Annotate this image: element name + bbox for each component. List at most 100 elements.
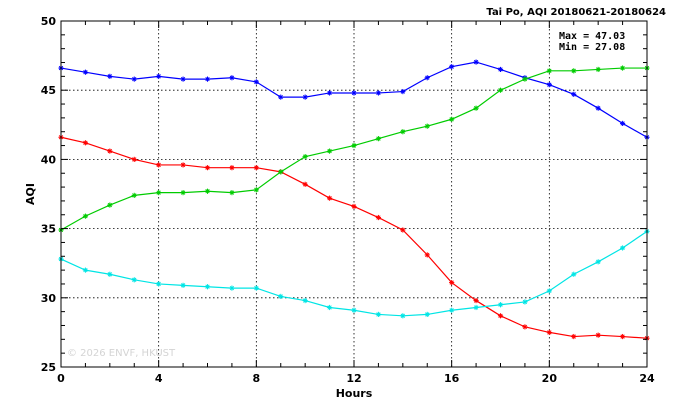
data-point	[180, 282, 186, 288]
data-point	[156, 73, 162, 79]
data-point	[302, 154, 308, 160]
y-tick-label: 40	[41, 153, 57, 166]
data-point	[619, 120, 626, 127]
data-point	[571, 271, 577, 277]
data-point	[595, 259, 601, 265]
data-point	[449, 116, 455, 122]
max-stat: Max = 47.03	[559, 31, 625, 42]
data-point	[473, 304, 479, 311]
data-point	[351, 90, 357, 96]
data-point	[400, 227, 406, 233]
y-tick-labels: 25 30 35 40 45 50	[41, 15, 57, 374]
y-tick-label: 50	[41, 15, 57, 28]
data-point	[156, 190, 162, 196]
data-point	[424, 123, 430, 129]
data-point	[107, 73, 113, 79]
data-point	[351, 307, 357, 313]
x-tick-label: 0	[57, 372, 65, 385]
data-point	[424, 311, 430, 318]
data-point	[82, 69, 89, 75]
data-point	[375, 214, 382, 221]
x-tick-label: 4	[155, 372, 163, 385]
data-point	[375, 90, 382, 96]
data-point	[473, 59, 479, 65]
data-point	[351, 142, 357, 149]
chart-title: Tai Po, AQI 20180621-20180624	[486, 7, 666, 18]
data-point	[619, 245, 626, 251]
data-point	[546, 68, 552, 74]
series-1	[58, 134, 650, 341]
data-point	[253, 285, 259, 291]
x-tick-label: 16	[444, 372, 460, 385]
data-point	[400, 129, 406, 135]
data-point	[302, 94, 308, 100]
data-point	[131, 192, 137, 198]
data-point	[400, 313, 406, 319]
y-tick-label: 45	[41, 84, 56, 97]
y-tick-label: 35	[41, 223, 56, 236]
data-point	[302, 297, 308, 304]
data-point	[82, 267, 89, 273]
data-point	[107, 148, 113, 154]
y-axis-label: AQI	[24, 183, 37, 205]
series-0	[58, 59, 650, 140]
x-tick-label: 24	[639, 372, 655, 385]
axis-ticks	[60, 20, 648, 368]
data-point	[571, 68, 577, 74]
y-tick-label: 30	[41, 292, 57, 305]
data-point	[522, 299, 528, 305]
series-lines	[58, 59, 650, 341]
data-point	[326, 304, 333, 311]
data-point	[229, 75, 235, 81]
data-point	[546, 288, 552, 294]
data-point	[253, 165, 259, 171]
data-point	[571, 91, 577, 97]
data-point	[546, 329, 552, 335]
watermark: © 2026 ENVF, HKUST	[67, 348, 176, 359]
x-tick-label: 8	[253, 372, 261, 385]
data-point	[619, 65, 626, 71]
x-tick-label: 12	[346, 372, 361, 385]
data-point	[522, 324, 528, 330]
data-point	[375, 136, 382, 142]
data-point	[180, 190, 186, 196]
data-point	[546, 82, 552, 88]
data-point	[449, 279, 455, 286]
data-point	[229, 285, 235, 291]
data-point	[131, 76, 137, 82]
x-tick-labels: 0 4 8 12 16 20 24	[57, 372, 655, 385]
data-point	[180, 76, 186, 82]
data-point	[278, 94, 284, 100]
data-point	[180, 162, 186, 168]
data-point	[229, 165, 235, 171]
data-point	[375, 311, 382, 318]
data-point	[131, 156, 137, 162]
data-point	[497, 87, 504, 93]
data-point	[204, 284, 211, 290]
data-point	[253, 79, 259, 85]
data-point	[400, 88, 406, 95]
data-point	[497, 313, 504, 319]
data-point	[571, 333, 577, 340]
data-point	[595, 66, 601, 73]
y-tick-label: 25	[41, 361, 56, 374]
data-point	[326, 90, 333, 96]
data-point	[449, 64, 455, 70]
data-point	[424, 75, 430, 81]
data-point	[326, 195, 333, 201]
data-point	[351, 203, 357, 210]
data-point	[473, 105, 479, 111]
data-point	[253, 187, 259, 193]
data-point	[156, 281, 162, 287]
data-point	[619, 333, 626, 340]
data-point	[424, 252, 430, 258]
data-point	[204, 188, 211, 194]
data-point	[204, 165, 211, 171]
data-point	[278, 293, 284, 300]
data-point	[449, 307, 455, 313]
data-point	[595, 332, 601, 338]
data-point	[497, 302, 504, 308]
data-point	[278, 169, 284, 175]
series-2	[58, 65, 650, 233]
